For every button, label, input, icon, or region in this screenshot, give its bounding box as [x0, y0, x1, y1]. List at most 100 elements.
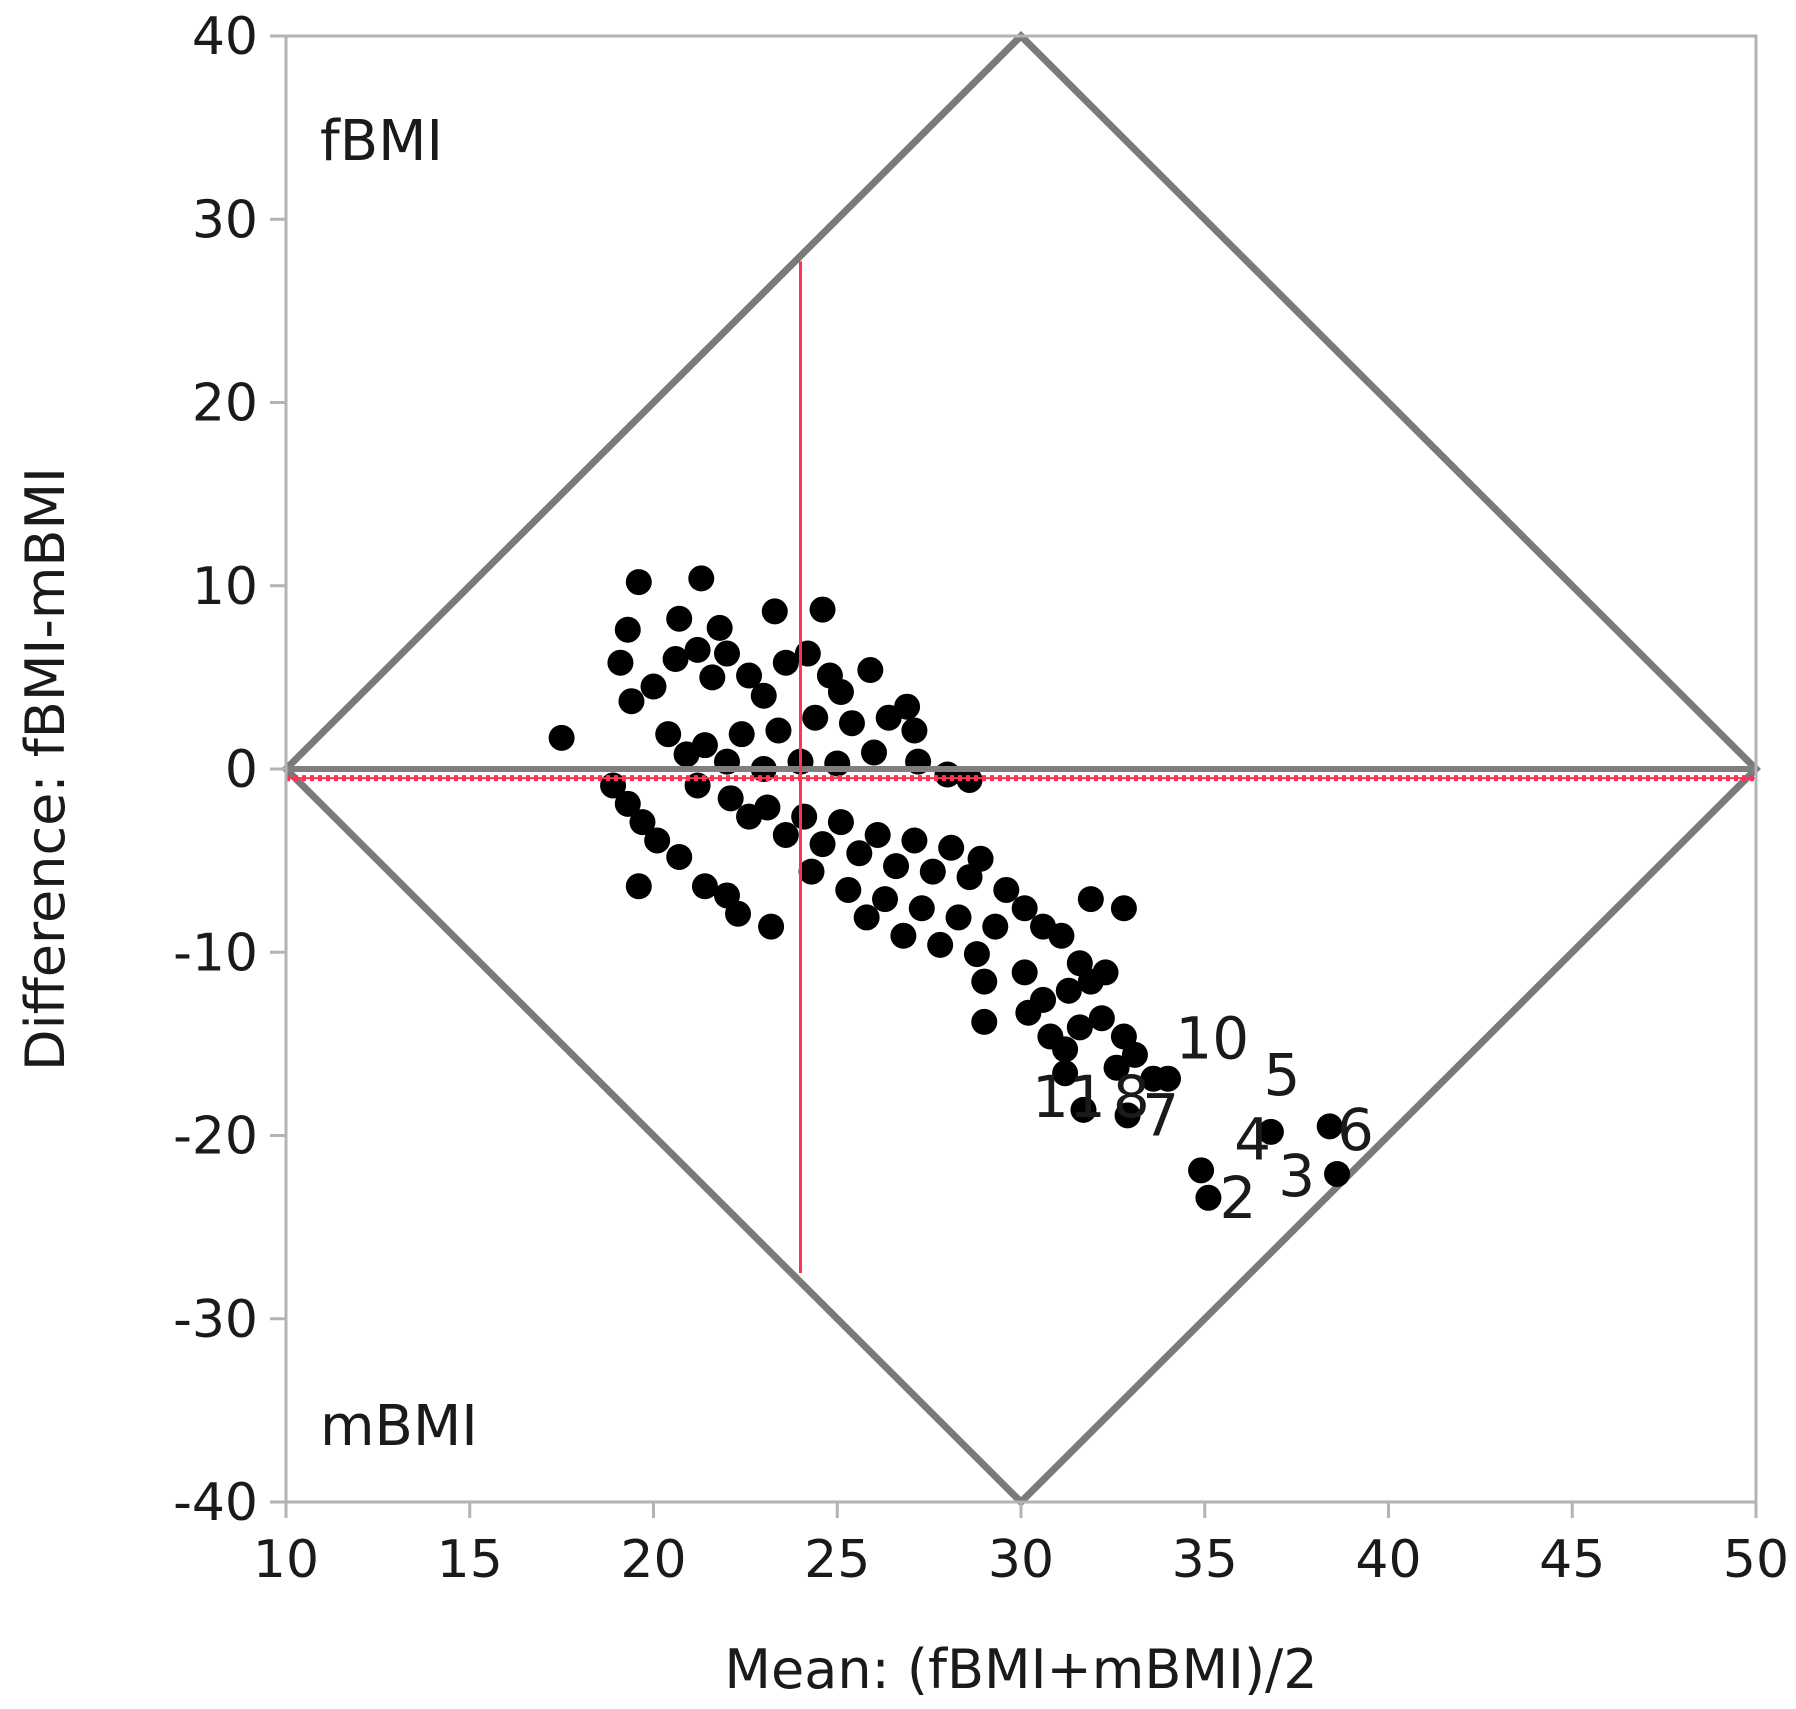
y-axis-title: Difference: fBMI-mBMI: [14, 467, 77, 1071]
data-point: [772, 821, 799, 848]
point-label: 10: [1175, 1005, 1249, 1073]
data-point: [1121, 1041, 1148, 1068]
data-point: [1048, 922, 1075, 949]
x-tick-label: 45: [1539, 1530, 1605, 1590]
data-point: [809, 596, 836, 623]
data-point: [945, 904, 972, 931]
data-point: [794, 640, 821, 667]
data-point: [1055, 977, 1082, 1004]
data-point: [798, 858, 825, 885]
data-point: [802, 704, 829, 731]
data-point: [956, 864, 983, 891]
data-point: [758, 913, 785, 940]
data-point: [938, 834, 965, 861]
y-tick-label: 0: [225, 740, 258, 800]
x-axis-title: Mean: (fBMI+mBMI)/2: [724, 1638, 1317, 1701]
data-point: [1011, 895, 1038, 922]
data-point: [934, 761, 961, 788]
data-point: [736, 662, 763, 689]
data-point: [655, 721, 682, 748]
data-point: [846, 840, 873, 867]
data-point: [827, 809, 854, 836]
data-point: [662, 646, 689, 673]
data-point: [548, 724, 575, 751]
data-point: [691, 873, 718, 900]
x-tick-label: 15: [437, 1530, 503, 1590]
data-point: [1155, 1065, 1181, 1092]
x-tick-label: 30: [988, 1530, 1054, 1590]
data-point: [699, 664, 726, 691]
data-point: [750, 682, 777, 709]
data-point: [1052, 1036, 1079, 1063]
data-point: [875, 704, 902, 731]
data-point: [1195, 1184, 1222, 1211]
y-tick-label: 30: [192, 190, 258, 250]
data-point: [982, 913, 1009, 940]
data-point: [993, 876, 1020, 903]
data-point: [927, 931, 954, 958]
data-point: [908, 895, 935, 922]
data-point: [853, 904, 880, 931]
data-point: [1092, 959, 1119, 986]
data-point: [1088, 1005, 1115, 1032]
corner-label-fbmi: fBMI: [320, 109, 443, 174]
data-point: [1052, 1060, 1079, 1087]
data-point: [901, 717, 928, 744]
x-tick-label: 50: [1723, 1530, 1789, 1590]
data-point: [666, 843, 693, 870]
data-point: [971, 1008, 998, 1035]
data-point: [728, 721, 755, 748]
y-tick-label: 20: [192, 374, 258, 434]
points-layer: [548, 565, 1351, 1211]
data-point: [1110, 895, 1137, 922]
data-point: [644, 827, 671, 854]
data-point: [714, 640, 740, 667]
data-point: [919, 858, 946, 885]
x-tick-label: 25: [804, 1530, 870, 1590]
data-point: [625, 873, 652, 900]
data-point: [883, 853, 910, 880]
data-point: [607, 649, 634, 676]
data-point: [1257, 1118, 1284, 1145]
point-label: 7: [1142, 1082, 1179, 1150]
y-tick-label: -30: [173, 1290, 258, 1350]
y-tick-label: -10: [173, 923, 258, 983]
data-point: [1011, 959, 1038, 986]
data-point: [725, 900, 752, 927]
data-point: [901, 827, 928, 854]
data-point: [971, 968, 998, 995]
point-label: 4: [1234, 1105, 1271, 1173]
data-point: [673, 741, 700, 768]
data-point: [838, 710, 865, 737]
data-point: [1066, 1014, 1093, 1041]
data-point: [736, 803, 763, 830]
point-label: 2: [1219, 1164, 1256, 1232]
x-tick-label: 35: [1172, 1530, 1238, 1590]
corner-label-mbmi: mBMI: [320, 1394, 478, 1459]
data-point: [706, 614, 733, 641]
y-tick-label: 40: [192, 7, 258, 67]
data-point: [963, 941, 990, 968]
data-point: [618, 688, 645, 715]
x-tick-label: 40: [1355, 1530, 1421, 1590]
data-point: [765, 717, 792, 744]
data-point: [1070, 1096, 1097, 1123]
y-tick-label: -40: [173, 1473, 258, 1533]
data-point: [625, 569, 652, 596]
point-label: 5: [1264, 1041, 1301, 1109]
data-point: [688, 565, 715, 592]
data-point: [614, 790, 641, 817]
data-point: [614, 616, 641, 643]
x-tick-label: 20: [620, 1530, 686, 1590]
data-point: [772, 649, 799, 676]
data-point: [809, 831, 836, 858]
data-point: [864, 821, 891, 848]
data-point: [824, 750, 851, 777]
reference-lines-layer: [286, 261, 1756, 1273]
point-label: 11: [1032, 1063, 1106, 1131]
point-label: 8: [1113, 1063, 1150, 1131]
data-point: [761, 598, 788, 625]
